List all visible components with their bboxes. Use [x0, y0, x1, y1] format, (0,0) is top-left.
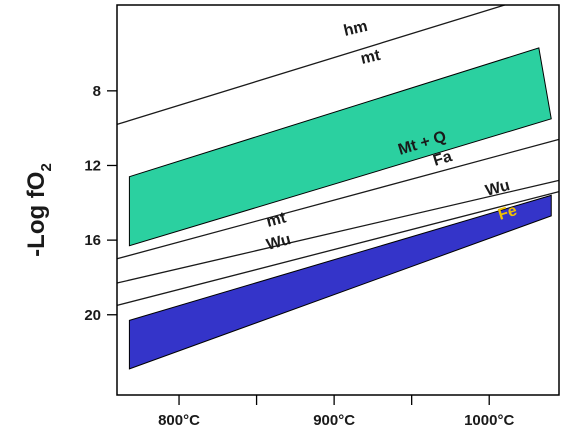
- buffer-line-mt-wu: [116, 179, 560, 284]
- y-tick-label: 12: [84, 157, 101, 174]
- label-fe: Fe: [496, 202, 519, 224]
- label-fa: Fa: [431, 148, 454, 170]
- y-axis-title: -Log fO2: [23, 163, 55, 257]
- y-tick-label: 16: [84, 232, 101, 249]
- y-axis-title-subscript: 2: [38, 163, 55, 171]
- fields-layer: [128, 47, 552, 370]
- label-hm: hm: [342, 18, 369, 40]
- field-blue-band: [128, 194, 552, 370]
- y-tick-label: 8: [93, 83, 101, 100]
- label-wu-mid: Wu: [265, 231, 293, 254]
- plot-frame: [116, 4, 560, 396]
- ticks-layer: 8 12 16 20 800°C 900°C 1000°C: [84, 83, 514, 429]
- label-mt-mid: mt: [265, 209, 289, 231]
- y-tick-label: 20: [84, 307, 101, 324]
- field-teal-band: [128, 47, 552, 247]
- x-tick-label: 800°C: [158, 412, 200, 429]
- label-mt-top: mt: [359, 47, 383, 68]
- buffer-line-wu-fe: [116, 190, 560, 307]
- x-tick-label: 1000°C: [464, 412, 514, 429]
- x-tick-label: 900°C: [313, 412, 355, 429]
- label-wu-right: Wu: [484, 177, 512, 200]
- buffer-line-hm-mt: [116, 4, 505, 126]
- buffer-lines-layer: [116, 4, 560, 307]
- buffer-line-mt-Q-Fa: [116, 138, 560, 260]
